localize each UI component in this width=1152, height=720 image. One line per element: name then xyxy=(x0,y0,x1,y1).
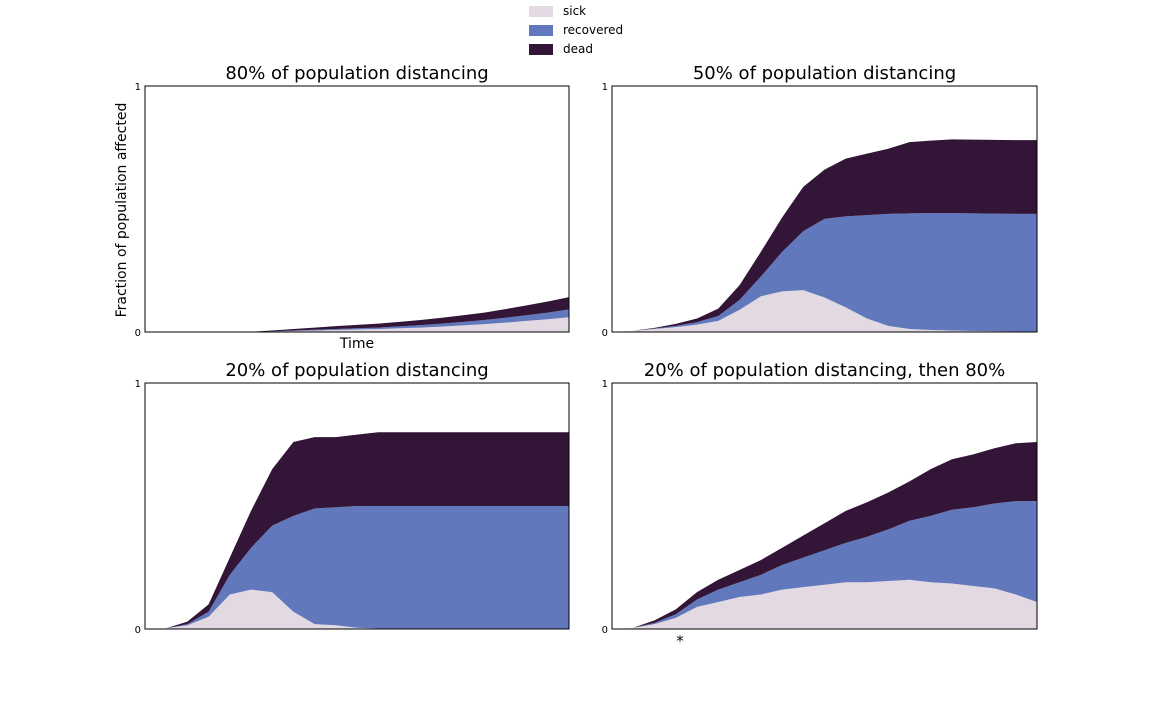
y-tick-label: 0 xyxy=(135,625,141,636)
area-recovered xyxy=(145,506,569,629)
y-tick-label: 1 xyxy=(602,82,608,93)
axes-frame xyxy=(144,382,570,630)
area-dead xyxy=(145,297,569,332)
area-recovered xyxy=(145,309,569,332)
y-tick-label: 0 xyxy=(135,328,141,339)
y-tick-label: 0 xyxy=(602,625,608,636)
legend-item-recovered: recovered xyxy=(529,21,623,40)
chart-title: 80% of population distancing xyxy=(225,63,488,84)
chart-panel-4: 0 1 20% of population distancing, then 80%… xyxy=(602,360,1038,650)
area-sick xyxy=(145,589,569,629)
chart-title: 50% of population distancing xyxy=(693,63,956,84)
chart-panel-2: 0 1 50% of population distancing xyxy=(602,63,1038,339)
axes-frame xyxy=(144,85,570,333)
y-tick-label: 1 xyxy=(135,379,141,390)
legend-label-dead: dead xyxy=(563,42,593,56)
area-dead xyxy=(612,442,1037,629)
area-sick xyxy=(612,579,1037,629)
y-tick-label: 0 xyxy=(602,328,608,339)
legend-label-sick: sick xyxy=(563,4,587,18)
legend-item-dead: dead xyxy=(529,40,623,59)
area-sick xyxy=(612,290,1037,332)
y-tick-label: 1 xyxy=(135,82,141,93)
area-recovered xyxy=(612,213,1037,332)
area-sick xyxy=(145,317,569,332)
area-recovered xyxy=(612,501,1037,629)
y-tick-label: 1 xyxy=(602,379,608,390)
legend-swatch-sick xyxy=(529,6,553,17)
legend-item-sick: sick xyxy=(529,2,623,21)
axes-frame xyxy=(611,382,1038,630)
legend: sick recovered dead xyxy=(529,2,623,59)
chart-title: 20% of population distancing xyxy=(225,360,488,381)
legend-swatch-dead xyxy=(529,44,553,55)
chart-panel-1: 0 1 80% of population distancing xyxy=(135,63,570,339)
y-axis-label: Fraction of population affected xyxy=(114,103,130,318)
chart-title: 20% of population distancing, then 80% xyxy=(644,360,1005,381)
axes-frame xyxy=(611,85,1038,333)
annotation-marker: * xyxy=(676,632,684,650)
x-axis-label: Time xyxy=(339,336,374,352)
legend-label-recovered: recovered xyxy=(563,23,624,37)
chart-panel-3: 0 1 20% of population distancing xyxy=(135,360,570,636)
area-dead xyxy=(612,139,1037,332)
legend-swatch-recovered xyxy=(529,25,553,36)
area-dead xyxy=(145,432,569,629)
